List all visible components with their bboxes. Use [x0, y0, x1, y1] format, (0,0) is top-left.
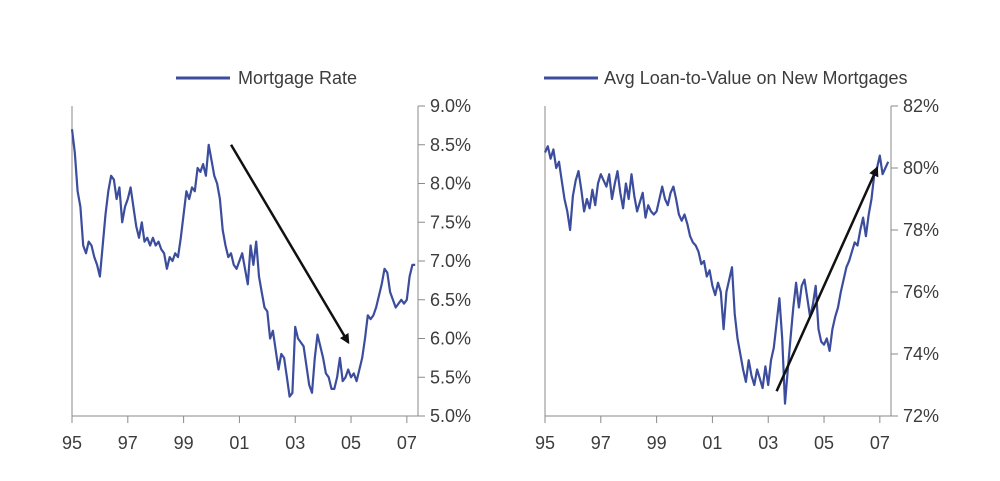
y-tick-label: 7.5%	[430, 212, 471, 232]
y-tick-label: 74%	[903, 344, 939, 364]
y-tick-label: 80%	[903, 158, 939, 178]
x-tick-label: 07	[397, 433, 417, 453]
x-tick-label: 97	[591, 433, 611, 453]
trend-arrow	[775, 166, 879, 392]
chart-legend: Mortgage Rate	[176, 68, 357, 88]
legend-label: Avg Loan-to-Value on New Mortgages	[604, 68, 908, 88]
x-tick-label: 03	[285, 433, 305, 453]
plot-area: 5.0% 5.5% 6.0% 6.5% 7.0% 7.5% 8.0% 8.5% 9.0% 95 97…	[62, 96, 471, 453]
legend-label: Mortgage Rate	[238, 68, 357, 88]
x-tick-label: 99	[647, 433, 667, 453]
x-tick-label: 97	[118, 433, 138, 453]
x-tick-label: 01	[229, 433, 249, 453]
x-tick-label: 03	[758, 433, 778, 453]
ltv-chart: Avg Loan-to-Value on New Mortgages 72% 74…	[535, 68, 939, 453]
trend-arrow	[229, 144, 350, 345]
y-tick-label: 6.5%	[430, 290, 471, 310]
x-tick-label: 05	[341, 433, 361, 453]
mortgage-rate-chart: Mortgage Rate 5.0% 5.5% 6.0% 6.5% 7.0% 7.5% 8.…	[62, 68, 471, 453]
y-tick-label: 78%	[903, 220, 939, 240]
x-tick-label: 99	[174, 433, 194, 453]
y-tick-label: 82%	[903, 96, 939, 116]
y-tick-label: 72%	[903, 406, 939, 426]
y-tick-label: 8.0%	[430, 174, 471, 194]
ltv-chart-panel: Avg Loan-to-Value on New Mortgages 72% 74…	[500, 0, 1000, 481]
y-tick-label: 6.0%	[430, 329, 471, 349]
x-tick-label: 07	[870, 433, 890, 453]
y-tick-label: 76%	[903, 282, 939, 302]
chart-legend: Avg Loan-to-Value on New Mortgages	[544, 68, 908, 88]
series-line	[70, 129, 416, 398]
y-tick-label: 9.0%	[430, 96, 471, 116]
mortgage-rate-chart-panel: Mortgage Rate 5.0% 5.5% 6.0% 6.5% 7.0% 7.5% 8.…	[62, 68, 471, 453]
plot-area: 72% 74% 76% 78% 80% 82% 95 97 99 01 03 05 07	[535, 96, 939, 453]
y-tick-label: 5.5%	[430, 367, 471, 387]
y-tick-label: 5.0%	[430, 406, 471, 426]
x-tick-label: 95	[62, 433, 82, 453]
series-line	[543, 145, 890, 405]
x-tick-label: 01	[702, 433, 722, 453]
x-tick-label: 05	[814, 433, 834, 453]
x-tick-label: 95	[535, 433, 555, 453]
y-tick-label: 7.0%	[430, 251, 471, 271]
y-tick-label: 8.5%	[430, 135, 471, 155]
